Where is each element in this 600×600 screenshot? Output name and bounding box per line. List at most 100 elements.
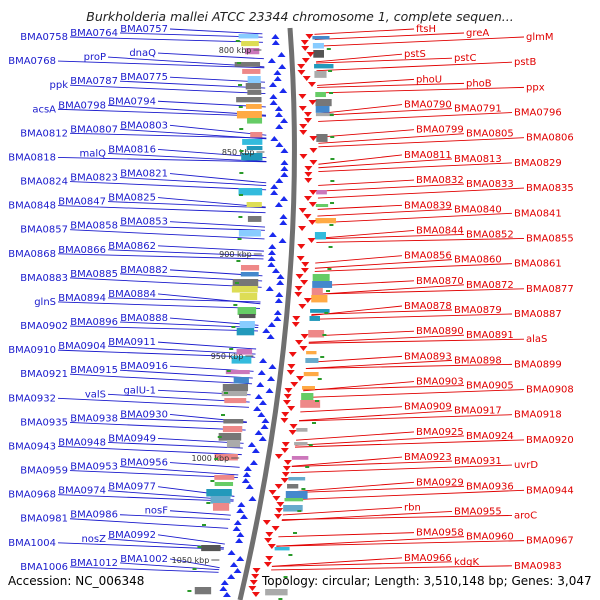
connector-line [169, 510, 231, 516]
gene-label: BMA0931 [454, 456, 502, 467]
feature-band-right [312, 281, 333, 288]
gene-label: BMA0861 [514, 259, 562, 270]
gene-label: BMA0825 [108, 193, 156, 204]
feature-band-right [308, 330, 325, 338]
connector-line [314, 259, 453, 269]
gene-arrow-plus [282, 400, 291, 405]
bp-minor-tick [235, 40, 240, 42]
gene-arrow-plus [283, 460, 292, 465]
gene-arrow-minus [222, 592, 231, 597]
gene-arrow-plus [308, 220, 317, 225]
bp-minor-tick [239, 150, 244, 152]
feature-band-right [315, 99, 332, 107]
connector-line [69, 132, 267, 139]
gene-label: BMA0840 [454, 204, 502, 215]
gene-arrow-plus [251, 574, 260, 579]
gene-arrow-minus [267, 58, 276, 63]
connector-line [316, 234, 465, 240]
gene-arrow-plus [248, 586, 257, 591]
gene-arrow-plus [298, 94, 307, 99]
gene-arrow-minus [268, 232, 277, 237]
gene-arrow-minus [233, 568, 242, 573]
gene-arrow-minus [227, 550, 236, 555]
gene-label: BMA0775 [120, 72, 168, 83]
gene-arrow-plus [276, 502, 285, 507]
connector-line [107, 297, 261, 303]
connector-line [57, 205, 266, 214]
gene-label: BMA0883 [20, 273, 68, 284]
gene-arrow-plus [307, 82, 316, 87]
bp-minor-tick [329, 92, 334, 94]
gene-arrow-plus [274, 514, 283, 519]
gene-label: BMA0847 [58, 197, 106, 208]
gene-arrow-plus [297, 244, 306, 249]
gene-label: valS [85, 389, 106, 400]
bp-scale: 800 kbp 850 kbp 900 kbp 950 kbp 1000 kbp 1050… [172, 40, 335, 600]
connector-line [157, 534, 225, 545]
connector-line [291, 456, 403, 467]
gene-arrow-plus [298, 226, 307, 231]
gene-arrow-minus [258, 400, 267, 405]
gene-label: BMA0899 [514, 359, 562, 370]
feature-band-left [241, 41, 259, 47]
gene-label: BMA0882 [120, 265, 168, 276]
connector-line [311, 309, 453, 315]
bp-minor-tick [320, 356, 325, 358]
gene-label: BMA0799 [416, 125, 464, 136]
connector-line [69, 84, 266, 94]
gene-arrow-plus [252, 568, 261, 573]
bp-minor-tick [315, 400, 320, 402]
gene-label: BMA0857 [20, 225, 68, 236]
feature-band-left [214, 482, 234, 487]
feature-band-left [214, 475, 235, 480]
connector-line [287, 485, 465, 494]
gene-arrow-minus [253, 406, 262, 411]
bp-minor-tick [305, 466, 310, 468]
bp-minor-tick [235, 282, 240, 284]
feature-band-left [238, 188, 263, 196]
connector-line [313, 284, 465, 296]
gene-arrow-minus [267, 256, 276, 261]
gene-label: BMA0943 [8, 441, 56, 452]
gene-label: BMA0977 [108, 482, 156, 493]
gene-arrow-minus [279, 214, 288, 219]
gene-arrow-plus [309, 148, 318, 153]
gene-arrow-plus [305, 34, 314, 39]
right-gene-labels: ftsH greA glmM pstS pstC pstB phoU phoB ppx BMA07… [404, 24, 574, 572]
gene-label: BMA0992 [108, 530, 156, 541]
connector-line [317, 82, 465, 88]
gene-label: BMA0794 [108, 96, 156, 107]
gene-label: BMA0967 [526, 536, 574, 547]
connector-line [317, 78, 415, 86]
feature-band-left [237, 307, 257, 315]
connector-line [315, 255, 403, 264]
gene-arrow-minus [242, 472, 251, 477]
feature-band-left [246, 146, 263, 151]
feature-band-left [241, 153, 263, 161]
gene-arrow-plus [304, 118, 313, 123]
gene-label: BMA0798 [58, 100, 106, 111]
feature-band-right [283, 505, 303, 512]
bp-minor-tick [317, 378, 322, 380]
bp-minor-tick [329, 114, 334, 116]
bp-minor-tick [236, 260, 241, 262]
gene-arrow-minus [270, 190, 279, 195]
gene-label: BMA0898 [454, 355, 502, 366]
gene-arrow-plus [298, 304, 307, 309]
feature-band-left [240, 265, 260, 271]
bp-minor-tick [326, 290, 331, 292]
gene-arrow-plus [304, 178, 313, 183]
gene-arrow-plus [296, 256, 305, 261]
gene-arrow-minus [270, 184, 279, 189]
bp-minor-tick [217, 436, 222, 438]
connector-line [271, 565, 513, 571]
feature-band-right [294, 442, 308, 446]
connector-line [57, 349, 256, 358]
gene-label: greA [466, 28, 489, 39]
gene-arrow-minus [232, 526, 241, 531]
gene-arrow-minus [260, 424, 269, 429]
bp-minor-tick [330, 158, 335, 160]
gene-arrow-plus [297, 70, 306, 75]
gene-label: BMA0956 [120, 458, 168, 469]
bp-minor-tick [197, 546, 202, 548]
